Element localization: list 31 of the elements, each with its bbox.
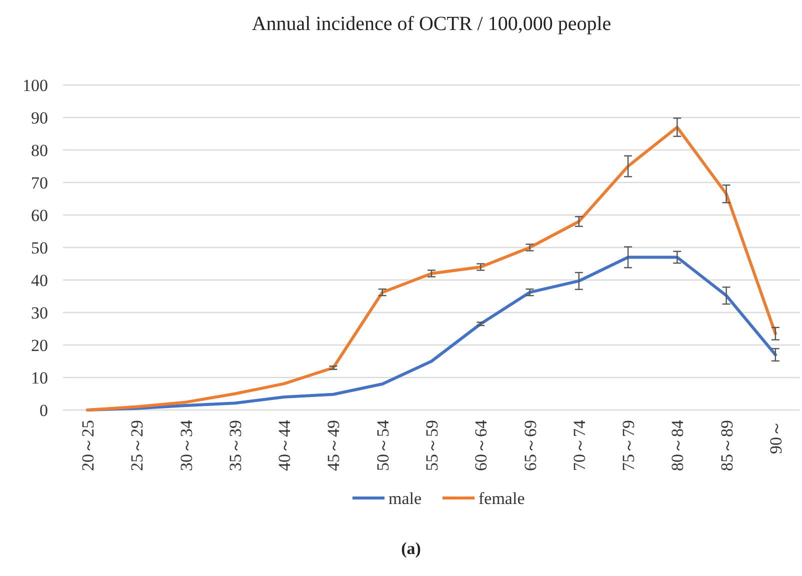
x-tick-label: 60～64	[472, 420, 491, 471]
y-tick-label: 70	[31, 174, 48, 192]
x-tick-label: 75～79	[619, 420, 638, 471]
chart-title: Annual incidence of OCTR / 100,000 people	[252, 13, 612, 35]
text: (a)	[401, 539, 421, 558]
y-tick-label: 50	[31, 238, 48, 258]
x-tick-label: 20～25	[78, 420, 98, 471]
x-tick-label: 50～54	[373, 420, 392, 471]
y-tick-label: 20	[31, 336, 48, 355]
y-tick-label: 30	[31, 304, 48, 322]
y-tick-label: 0	[40, 401, 48, 420]
x-tick-label: 45～49	[324, 420, 344, 471]
x-tick-label: 85～89	[717, 420, 736, 471]
line-series	[86, 126, 777, 412]
x-tick-label: 55～59	[422, 420, 442, 471]
x-tick-label: 35～39	[226, 420, 245, 471]
y-tick-label: 60	[31, 206, 48, 225]
y-tick-label: 80	[31, 141, 48, 160]
x-tick-label: 25～29	[128, 420, 147, 471]
y-tick-label: 90	[31, 108, 48, 128]
x-tick-label: 90～	[766, 420, 786, 454]
y-tick-label: 40	[31, 271, 48, 290]
x-tick-label: 30～34	[176, 420, 196, 471]
y-tick-label: 10	[31, 368, 48, 388]
x-tick-label: 70～74	[570, 420, 589, 471]
legend-label: female	[478, 489, 525, 508]
x-tick-label: 40～44	[275, 420, 294, 471]
y-tick-label: 100	[22, 76, 48, 95]
legend-label: male	[388, 489, 422, 508]
x-tick-label: 65～69	[520, 420, 540, 471]
x-tick-label: 80～84	[668, 420, 688, 471]
